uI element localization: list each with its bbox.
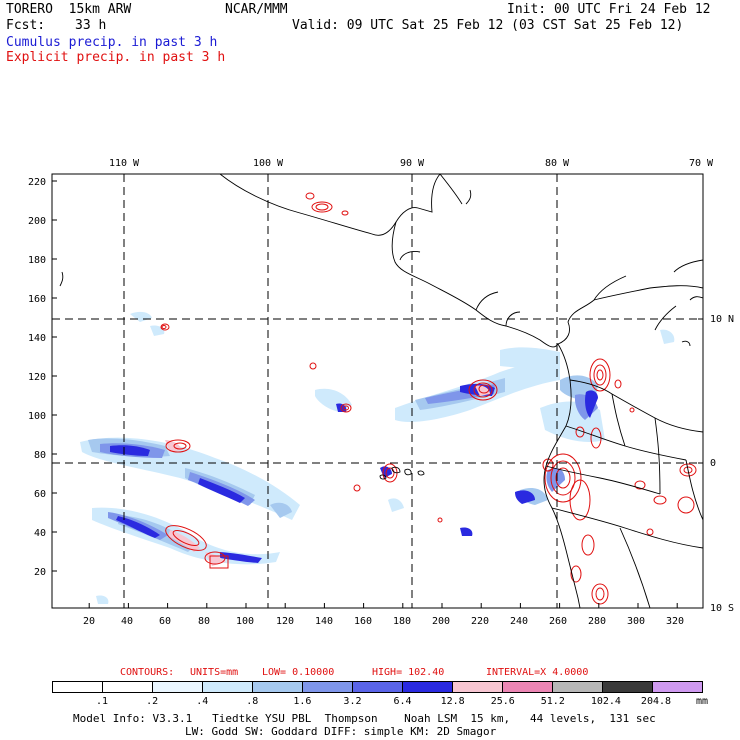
axis-ticks xyxy=(52,174,703,608)
lon-label-110w: 110 W xyxy=(109,158,140,169)
colorbar-swatch xyxy=(102,682,152,692)
x-tick-label: 240 xyxy=(510,616,528,627)
x-tick-label: 320 xyxy=(666,616,684,627)
lon-label-80w: 80 W xyxy=(545,158,570,169)
y-tick-label: 40 xyxy=(34,528,46,539)
contours-interval: INTERVAL=X 4.0000 xyxy=(486,667,589,678)
y-tick-label: 200 xyxy=(28,216,46,227)
colorbar-label: 204.8 xyxy=(640,696,672,707)
colorbar-swatch xyxy=(652,682,702,692)
cumulus-precip-label: Cumulus precip. in past 3 h xyxy=(6,35,218,50)
colorbar-swatch xyxy=(302,682,352,692)
y-tick-label: 60 xyxy=(34,489,46,500)
lat-label-0: 0 xyxy=(710,458,716,469)
valid-time: Valid: 09 UTC Sat 25 Feb 12 (03 CST Sat … xyxy=(292,18,684,33)
x-tick-label: 100 xyxy=(236,616,254,627)
x-tick-label: 80 xyxy=(198,616,210,627)
colorbar-swatch xyxy=(452,682,502,692)
organization-label: NCAR/MMM xyxy=(225,2,288,17)
colorbar-swatch xyxy=(402,682,452,692)
x-tick-label: 140 xyxy=(315,616,333,627)
top-longitude-labels: 110 W 100 W 90 W 80 W 70 W xyxy=(109,158,714,169)
lon-label-70w: 70 W xyxy=(689,158,714,169)
colorbar-swatch xyxy=(552,682,602,692)
colorbar-swatch xyxy=(602,682,652,692)
colorbar-swatch xyxy=(152,682,202,692)
colorbar xyxy=(52,681,703,693)
colorbar-label: 1.6 xyxy=(293,696,312,707)
map-frame xyxy=(51,173,704,609)
map-background xyxy=(52,174,703,608)
colorbar-label: 102.4 xyxy=(590,696,621,707)
colorbar-swatch xyxy=(252,682,302,692)
model-physics-line: LW: Godd SW: Goddard DIFF: simple KM: 2D… xyxy=(185,725,497,738)
lat-label-10s: 10 S xyxy=(710,603,734,614)
colorbar-label: .4 xyxy=(196,696,209,707)
coastlines xyxy=(59,174,703,608)
explicit-precip-label: Explicit precip. in past 3 h xyxy=(6,50,226,65)
init-time: Init: 00 UTC Fri 24 Feb 12 xyxy=(507,2,711,17)
colorbar-labels: .1 .2 .4 .8 1.6 3.2 6.4 12.8 25.6 51.2 102.4 204.8 xyxy=(52,696,712,708)
x-tick-label: 280 xyxy=(588,616,606,627)
y-tick-label: 160 xyxy=(28,294,46,305)
y-tick-label: 100 xyxy=(28,411,46,422)
y-tick-label: 180 xyxy=(28,255,46,266)
y-tick-label: 140 xyxy=(28,333,46,344)
x-tick-label: 180 xyxy=(393,616,411,627)
colorbar-swatch xyxy=(352,682,402,692)
contours-high: HIGH= 102.40 xyxy=(372,667,445,678)
colorbar-label: 12.8 xyxy=(440,696,465,707)
colorbar-label: .8 xyxy=(246,696,259,707)
colorbar-unit: mm xyxy=(696,696,709,707)
y-tick-label: 20 xyxy=(34,567,46,578)
contours-units: UNITS=mm xyxy=(190,667,239,678)
colorbar-label: 3.2 xyxy=(343,696,362,707)
colorbar-label: .2 xyxy=(146,696,159,707)
model-title: TORERO 15km ARW xyxy=(6,2,132,17)
lon-label-90w: 90 W xyxy=(400,158,425,169)
graticule xyxy=(52,174,703,608)
colorbar-label: .1 xyxy=(96,696,109,707)
colorbar-swatch xyxy=(202,682,252,692)
colorbar-swatch xyxy=(502,682,552,692)
colorbar-label: 25.6 xyxy=(490,696,515,707)
colorbar-swatch xyxy=(53,682,102,692)
y-tick-label: 120 xyxy=(28,372,46,383)
lon-label-100w: 100 W xyxy=(253,158,284,169)
x-tick-label: 160 xyxy=(354,616,372,627)
contours-low: LOW= 0.10000 xyxy=(262,667,335,678)
x-tick-label: 200 xyxy=(432,616,450,627)
x-axis-labels: 20 40 60 80 100 120 140 160 180 200 220 … xyxy=(83,616,684,627)
x-tick-label: 40 xyxy=(121,616,133,627)
right-latitude-labels: 10 N 0 10 S xyxy=(710,314,734,614)
forecast-label: Fcst: xyxy=(6,18,46,33)
x-tick-label: 220 xyxy=(471,616,489,627)
colorbar-label: 6.4 xyxy=(393,696,412,707)
y-tick-label: 220 xyxy=(28,177,46,188)
x-tick-label: 300 xyxy=(627,616,645,627)
y-tick-label: 80 xyxy=(34,450,46,461)
x-tick-label: 20 xyxy=(83,616,95,627)
x-tick-label: 260 xyxy=(549,616,567,627)
forecast-hours: 33 h xyxy=(75,18,107,33)
lat-label-10n: 10 N xyxy=(710,314,734,325)
y-axis-labels: 220 200 180 160 140 120 100 80 60 40 20 xyxy=(28,177,46,578)
contours-title: CONTOURS: xyxy=(120,667,175,678)
x-tick-label: 60 xyxy=(159,616,171,627)
model-info-line: Model Info: V3.3.1 Tiedtke YSU PBL Thomp… xyxy=(73,712,656,725)
x-tick-label: 120 xyxy=(276,616,294,627)
precip-shading xyxy=(80,192,697,605)
colorbar-label: 51.2 xyxy=(540,696,565,707)
